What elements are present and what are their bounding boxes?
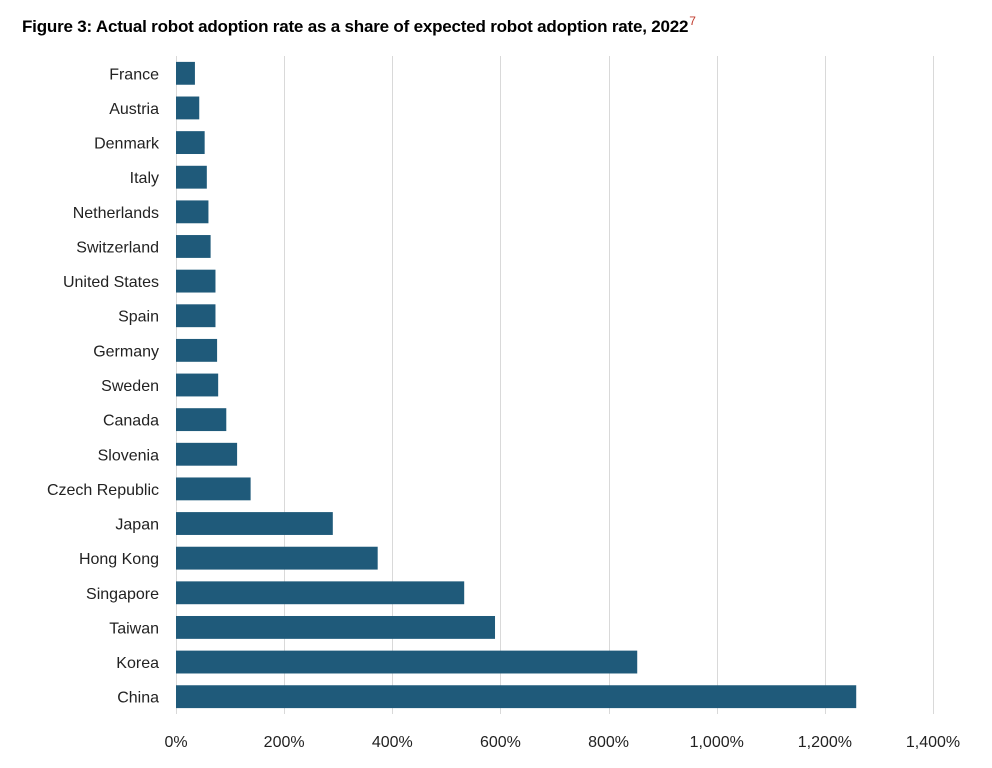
bar-korea [176, 650, 638, 674]
category-label: Italy [130, 170, 159, 187]
bar-france [176, 61, 195, 85]
bar-italy [176, 165, 207, 189]
bar-japan [176, 512, 333, 535]
category-label: Japan [115, 517, 159, 534]
x-axis-tick-labels: 0% 200% 400% 600% 800% 1,000% 1,200% 1,400% [164, 734, 960, 751]
figure-title: Figure 3: Actual robot adoption rate as … [22, 14, 696, 37]
footnote-marker: 7 [689, 14, 696, 28]
category-label: United States [63, 274, 159, 291]
x-tick-label: 0% [164, 734, 187, 751]
category-label: Sweden [101, 378, 159, 395]
x-tick-label: 1,000% [690, 734, 744, 751]
bar-germany [176, 338, 218, 362]
x-tick-label: 400% [372, 734, 413, 751]
bar-sweden [176, 373, 219, 397]
bar-singapore [176, 581, 465, 605]
category-label: Netherlands [73, 205, 159, 222]
category-label: Korea [116, 655, 159, 672]
category-label: Singapore [86, 586, 159, 603]
bar-slovenia [176, 442, 238, 466]
bar-denmark [176, 131, 205, 155]
category-label: Denmark [94, 136, 160, 153]
x-tick-label: 1,200% [798, 734, 852, 751]
category-label: Germany [93, 343, 159, 360]
x-tick-label: 800% [588, 734, 629, 751]
bar-united-states [176, 269, 216, 293]
grid-lines [176, 56, 934, 714]
figure-title-text: Figure 3: Actual robot adoption rate as … [22, 17, 689, 36]
bar-austria [176, 96, 200, 120]
bar-netherlands [176, 200, 209, 224]
bar-spain [176, 304, 216, 328]
category-labels: France Austria Denmark Italy Netherlands Swit… [47, 66, 160, 706]
category-label: Slovenia [98, 447, 159, 464]
category-label: Canada [103, 413, 159, 430]
bar-czech-republic [176, 477, 251, 501]
x-tick-label: 1,400% [906, 734, 960, 751]
category-label: Spain [118, 309, 159, 326]
bar-hong-kong [176, 546, 378, 570]
bar-china [176, 685, 857, 709]
category-label: China [117, 690, 159, 707]
x-tick-label: 200% [264, 734, 305, 751]
bars [176, 61, 857, 709]
category-label: France [109, 66, 159, 83]
category-label: Austria [109, 101, 159, 118]
category-label: Taiwan [109, 620, 159, 637]
category-label: Switzerland [76, 239, 159, 256]
x-tick-label: 600% [480, 734, 521, 751]
bar-taiwan [176, 615, 496, 639]
category-label: Hong Kong [79, 551, 159, 568]
category-label: Czech Republic [47, 482, 159, 499]
bar-switzerland [176, 235, 211, 258]
bar-canada [176, 408, 227, 432]
